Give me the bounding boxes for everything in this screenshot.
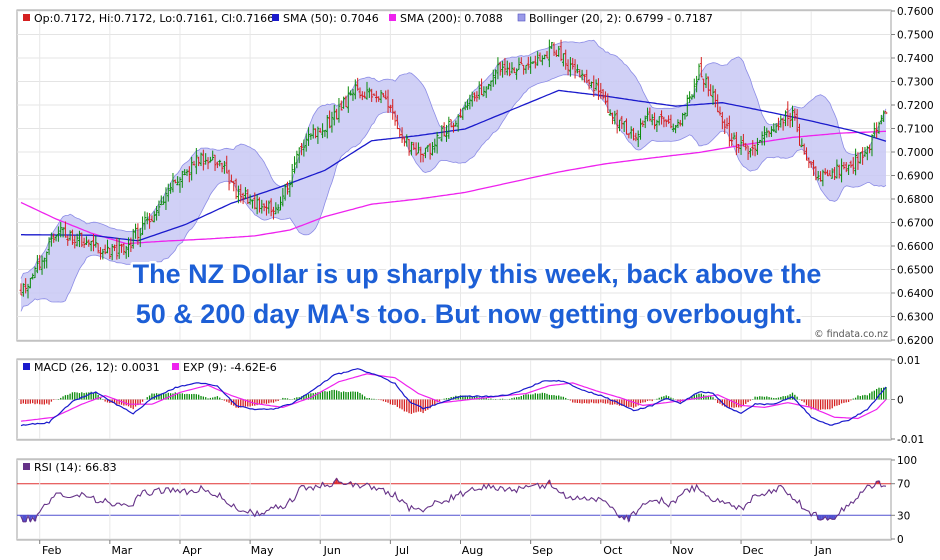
rsi-panel: 100 70 30 0 RSI (14): 66.83	[16, 455, 917, 546]
watermark: © findata.co.nz	[814, 329, 888, 340]
rsi-y-tick-label: 100	[897, 455, 917, 467]
price-y-tick-label: 0.7000	[897, 147, 934, 159]
sma200-line	[20, 130, 887, 245]
month-label: May	[251, 544, 274, 557]
price-y-tick-label: 0.7500	[897, 30, 934, 42]
macd-y-axis: 0.01 0 -0.01	[891, 355, 924, 446]
price-y-tick-label: 0.6400	[897, 288, 934, 300]
month-label: Jul	[395, 544, 409, 557]
rsi-y-tick-label: 30	[897, 510, 910, 522]
price-y-tick-label: 0.7200	[897, 100, 934, 112]
legend-sma50: SMA (50): 0.7046	[283, 12, 379, 25]
macd-y-tick-label: 0.01	[897, 355, 920, 367]
rsi-y-tick-label: 70	[897, 479, 910, 491]
price-y-tick-label: 0.6700	[897, 218, 934, 230]
price-candles	[19, 39, 888, 299]
legend-swatch-exp	[172, 363, 179, 370]
price-y-tick-label: 0.7100	[897, 124, 934, 136]
price-y-tick-label: 0.7300	[897, 77, 934, 89]
legend-swatch-macd	[23, 363, 30, 370]
rsi-line	[20, 477, 887, 523]
price-y-tick-label: 0.6300	[897, 312, 934, 324]
price-y-axis: 0.7600 0.7500 0.7400 0.7300 0.7200 0.7100 0.70…	[891, 6, 934, 347]
bollinger-upper	[20, 39, 887, 279]
price-y-tick-label: 0.7400	[897, 53, 934, 65]
macd-lines	[20, 368, 887, 427]
price-panel: 0.7600 0.7500 0.7400 0.7300 0.7200 0.7100 0.70…	[16, 6, 934, 347]
legend-swatch-sma50	[272, 14, 279, 21]
rsi-y-tick-label: 0	[897, 534, 904, 546]
bollinger-lower	[20, 74, 887, 312]
month-label: Feb	[42, 544, 61, 557]
month-label: Nov	[672, 544, 694, 557]
macd-panel: 0.01 0 -0.01 MACD (26, 12): 0.0031 EXP (9)…	[16, 355, 924, 446]
rsi-y-axis: 100 70 30 0	[891, 455, 917, 546]
month-label: Oct	[603, 544, 623, 557]
month-axis: Feb Mar Apr May Jun Jul Aug Sep Oct Nov Dec Jan	[39, 540, 832, 557]
bollinger-band-area	[21, 40, 886, 312]
headline: The NZ Dollar is up sharply this week, b…	[130, 257, 824, 332]
legend-exp: EXP (9): -4.62E-6	[183, 361, 277, 374]
macd-y-tick-label: 0	[897, 395, 904, 407]
month-label: Jan	[814, 544, 832, 557]
price-y-tick-label: 0.6500	[897, 265, 934, 277]
legend-sma200: SMA (200): 0.7088	[400, 12, 503, 25]
price-y-tick-label: 0.6200	[897, 335, 934, 347]
price-y-tick-label: 0.7600	[897, 6, 934, 18]
headline-line-2: 50 & 200 day MA's too. But now getting o…	[136, 299, 802, 329]
rsi-lines	[20, 477, 887, 523]
month-label: Sep	[532, 544, 553, 557]
headline-line-1: The NZ Dollar is up sharply this week, b…	[133, 259, 822, 289]
month-label: Jun	[323, 544, 341, 557]
exp-line	[20, 373, 887, 422]
legend-bollinger: Bollinger (20, 2): 0.6799 - 0.7187	[529, 12, 713, 25]
legend-macd: MACD (26, 12): 0.0031	[34, 361, 160, 374]
rsi-legend: RSI (14): 66.83	[23, 461, 117, 474]
month-label: Dec	[742, 544, 763, 557]
legend-swatch-ohlc	[23, 14, 30, 21]
month-label: Mar	[111, 544, 132, 557]
macd-line	[20, 368, 887, 427]
month-label: Apr	[182, 544, 202, 557]
macd-legend: MACD (26, 12): 0.0031 EXP (9): -4.62E-6	[23, 361, 277, 374]
legend-rsi: RSI (14): 66.83	[34, 461, 117, 474]
legend-swatch-rsi	[23, 463, 30, 470]
bollinger-bands	[20, 39, 887, 312]
price-legend: Op:0.7172, Hi:0.7172, Lo:0.7161, Cl:0.71…	[23, 12, 713, 25]
price-y-tick-label: 0.6900	[897, 171, 934, 183]
month-label: Aug	[462, 544, 483, 557]
price-y-tick-label: 0.6800	[897, 194, 934, 206]
macd-y-tick-label: -0.01	[897, 434, 924, 446]
legend-swatch-sma200	[389, 14, 396, 21]
legend-swatch-bollinger	[517, 13, 526, 22]
legend-ohlc: Op:0.7172, Hi:0.7172, Lo:0.7161, Cl:0.71…	[34, 12, 274, 25]
price-y-tick-label: 0.6600	[897, 241, 934, 253]
